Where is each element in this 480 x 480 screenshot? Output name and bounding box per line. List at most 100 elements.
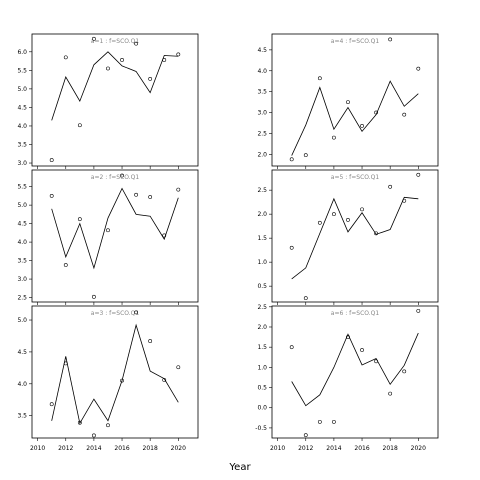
y-tick-label: 2.0 <box>257 211 267 218</box>
observed-point <box>303 296 308 301</box>
panel-frame <box>271 33 439 167</box>
panel-label: a=3 : f=SCO.Q1 <box>91 310 140 317</box>
observed-point <box>134 192 139 197</box>
observed-point <box>331 135 336 140</box>
fitted-line <box>51 51 179 121</box>
observed-point <box>317 220 322 225</box>
x-tick-label: 2020 <box>411 445 426 452</box>
observed-point <box>91 294 96 299</box>
observed-point <box>388 37 393 42</box>
observed-point <box>106 228 110 233</box>
observed-point <box>331 212 336 217</box>
observed-point <box>360 123 364 128</box>
observed-point <box>289 345 294 350</box>
observed-point <box>303 433 308 438</box>
y-tick-label: 2.5 <box>257 130 267 137</box>
y-tick-label: 4.0 <box>17 123 27 130</box>
y-tick-label: 5.0 <box>17 86 27 93</box>
observed-point <box>63 361 68 366</box>
y-tick-label: 1.0 <box>257 259 267 266</box>
y-tick-label: 2.5 <box>257 304 267 311</box>
y-tick-label: 5.5 <box>17 184 27 191</box>
y-tick-label: 0.5 <box>257 385 267 392</box>
y-tick-label: 5.0 <box>17 317 27 324</box>
observed-point <box>388 391 393 396</box>
y-tick-label: 2.5 <box>257 187 267 194</box>
x-tick-label: 2012 <box>58 445 73 452</box>
y-tick-label: 4.5 <box>17 104 27 111</box>
y-tick-label: 3.0 <box>257 110 267 117</box>
observed-point <box>346 100 350 104</box>
observed-point <box>77 123 82 128</box>
observed-point <box>176 52 181 57</box>
panel-frame <box>31 169 199 303</box>
observed-point <box>63 55 68 60</box>
observed-point <box>416 308 421 313</box>
panel-6: a=6 : f=SCO.Q1 -0.5 0.0 0.5 1.0 1.5 2.0 2.5 2010… <box>255 304 439 452</box>
observed-point <box>148 195 153 199</box>
panel-frame <box>271 305 439 439</box>
y-tick-label: 6.0 <box>17 49 27 56</box>
observed-point <box>346 335 350 339</box>
observed-point <box>49 158 54 162</box>
y-tick-label: 2.0 <box>257 324 267 331</box>
y-tick-label: 2.5 <box>17 295 27 302</box>
y-tick-label: 4.5 <box>17 221 27 228</box>
observed-point <box>374 231 379 236</box>
fitted-line <box>291 332 419 407</box>
observed-point <box>289 245 294 250</box>
y-tick-label: 3.0 <box>17 160 27 167</box>
x-tick-label: 2012 <box>298 445 313 452</box>
panel-frame <box>31 305 199 439</box>
panel-label: a=2 : f=SCO.Q1 <box>91 174 140 181</box>
y-tick-label: 4.0 <box>257 68 267 75</box>
observed-point <box>176 187 181 192</box>
observed-point <box>402 369 407 374</box>
observed-point <box>148 76 153 81</box>
fitted-line <box>51 187 179 270</box>
x-tick-label: 2016 <box>354 445 369 452</box>
observed-point <box>106 423 110 428</box>
observed-point <box>360 207 364 212</box>
observed-point <box>289 157 294 162</box>
observed-point <box>134 310 139 315</box>
panel-5: a=3 : f=SCO.Q1 3.5 4.0 4.5 5.0 2010 2012 2014 20… <box>17 305 199 452</box>
x-axis-title: Year <box>228 462 251 473</box>
observed-point <box>120 378 124 383</box>
panel-2: a=4 : f=SCO.Q1 2.0 2.5 3.0 3.5 4.0 4.5 <box>257 33 439 169</box>
y-tick-label: 4.0 <box>17 239 27 246</box>
x-tick-label: 2014 <box>86 445 101 452</box>
observed-point <box>388 184 393 189</box>
y-tick-label: 3.5 <box>17 258 27 265</box>
observed-point <box>176 365 181 370</box>
panel-1: a=1 : f=SCO.Q1 3.0 3.5 4.0 4.5 5.0 5.5 6.0 <box>17 33 199 169</box>
observed-point <box>416 66 421 71</box>
observed-point <box>77 217 82 222</box>
observed-point <box>63 263 68 267</box>
y-tick-label: 2.0 <box>257 151 267 158</box>
observed-point <box>162 233 167 238</box>
observed-point <box>402 198 407 203</box>
observed-point <box>148 339 153 343</box>
y-tick-label: 3.5 <box>17 141 27 148</box>
observed-point <box>77 420 82 425</box>
panel-frame <box>31 33 199 167</box>
observed-point <box>49 402 54 407</box>
panel-4: a=5 : f=SCO.Q1 0.5 1.0 1.5 2.0 2.5 <box>257 169 439 305</box>
y-tick-label: 3.5 <box>257 89 267 96</box>
observed-point <box>91 36 96 41</box>
x-tick-label: 2014 <box>326 445 341 452</box>
y-tick-label: 0.5 <box>257 283 267 290</box>
x-tick-label: 2020 <box>171 445 186 452</box>
fitted-line <box>291 80 419 156</box>
y-tick-label: 4.0 <box>17 381 27 388</box>
panel-label: a=1 : f=SCO.Q1 <box>91 38 140 45</box>
observed-point <box>91 433 96 438</box>
y-tick-label: -0.5 <box>255 425 267 432</box>
x-tick-label: 2016 <box>114 445 129 452</box>
observed-point <box>374 359 379 364</box>
observed-point <box>317 76 322 81</box>
panel-frame <box>271 169 439 303</box>
y-tick-label: 1.0 <box>257 364 267 371</box>
